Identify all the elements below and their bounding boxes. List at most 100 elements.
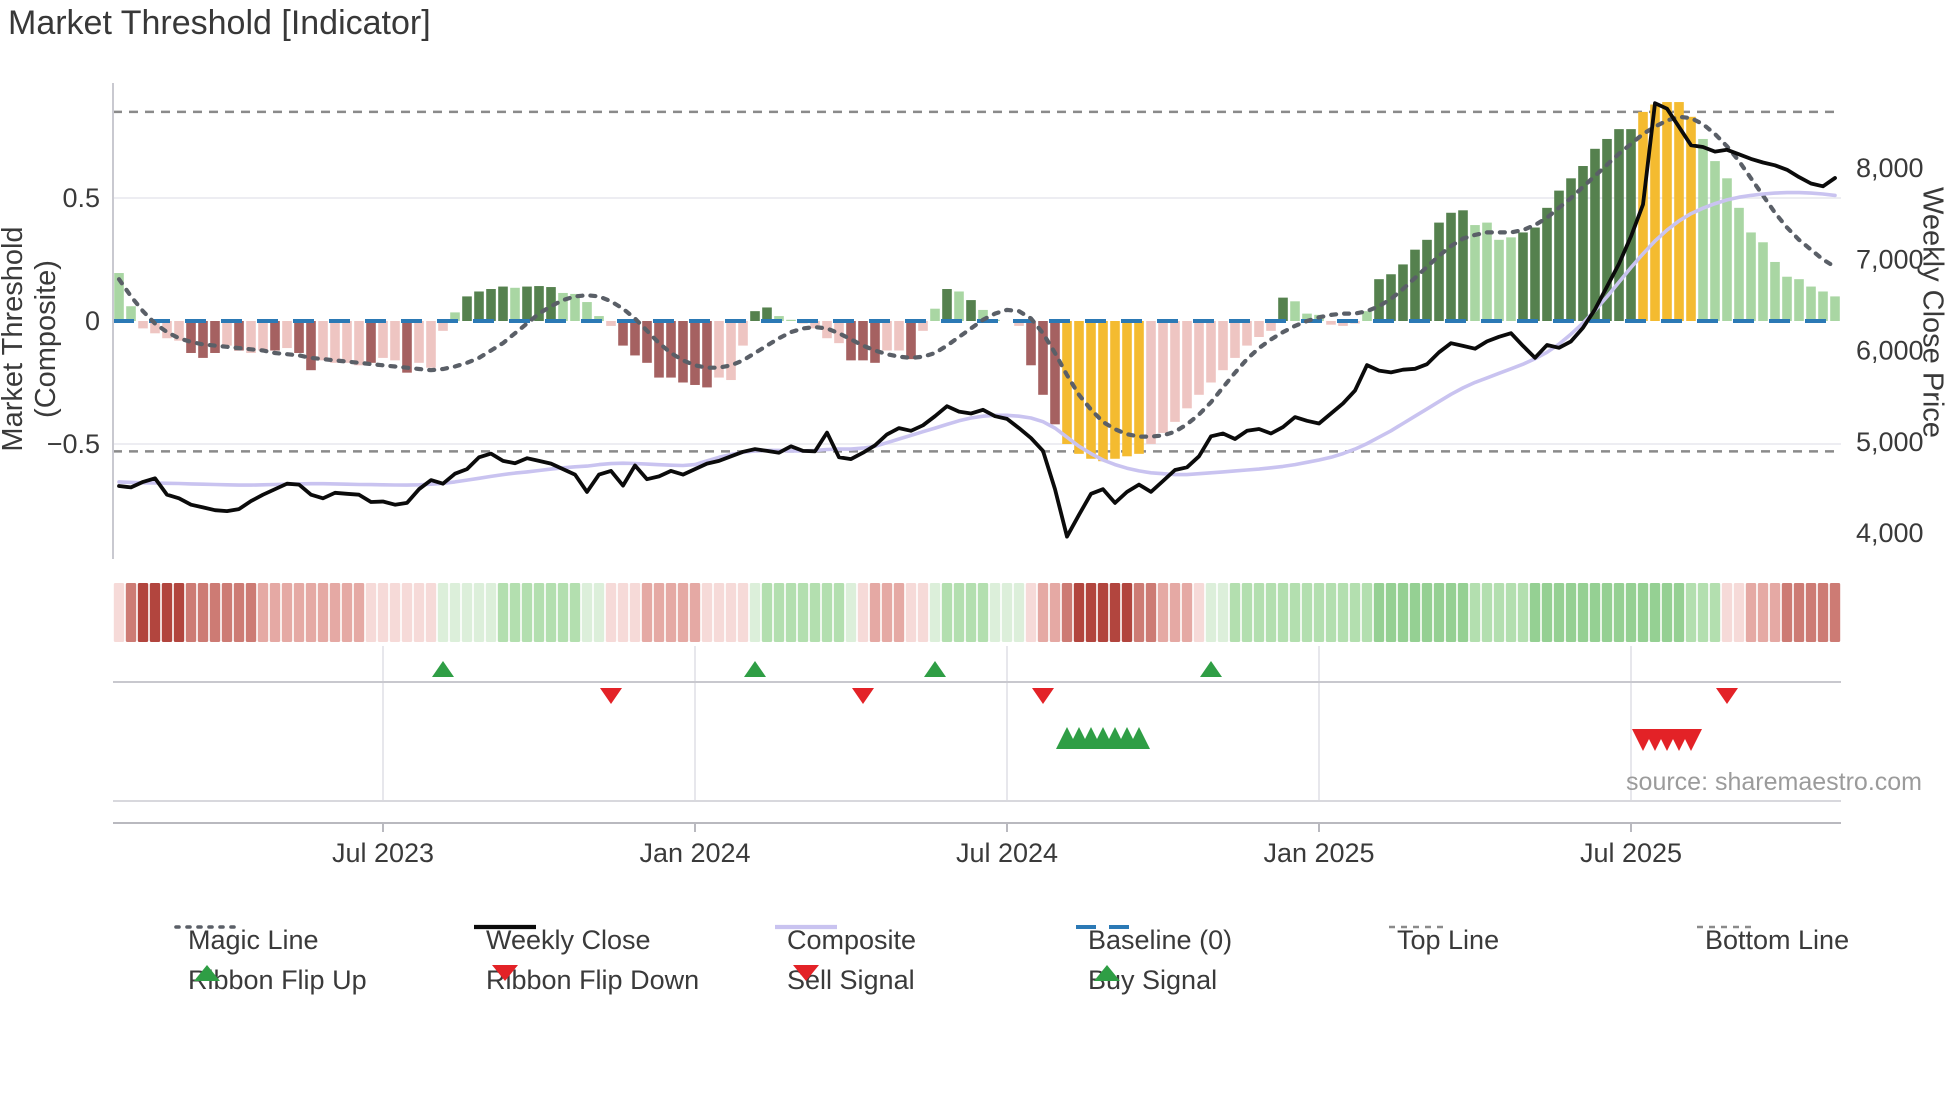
ribbon-cell bbox=[893, 583, 905, 642]
threshold-bar bbox=[258, 321, 268, 351]
threshold-bar bbox=[726, 321, 736, 381]
threshold-bar bbox=[1698, 138, 1708, 321]
threshold-bar bbox=[294, 321, 304, 353]
ribbon-cell bbox=[617, 583, 629, 642]
threshold-bar bbox=[930, 308, 940, 321]
buy-signal-marker bbox=[1128, 727, 1150, 749]
threshold-bar bbox=[894, 321, 904, 351]
ribbon-cell bbox=[1553, 583, 1565, 642]
ribbon-cell bbox=[1637, 583, 1649, 642]
threshold-bar bbox=[1410, 249, 1420, 321]
threshold-bar bbox=[1458, 210, 1468, 321]
threshold-bar bbox=[642, 321, 652, 363]
ribbon-cell bbox=[737, 583, 749, 642]
ribbon-cell bbox=[713, 583, 725, 642]
ribbon-cell bbox=[1061, 583, 1073, 642]
ribbon-cell bbox=[1025, 583, 1037, 642]
threshold-bar bbox=[198, 321, 208, 358]
ribbon-cell bbox=[137, 583, 149, 642]
ribbon-cell bbox=[449, 583, 461, 642]
threshold-bar bbox=[1518, 232, 1528, 321]
ribbon-cell bbox=[1085, 583, 1097, 642]
threshold-bar bbox=[462, 296, 472, 321]
threshold-bar bbox=[1794, 279, 1804, 321]
threshold-bar bbox=[486, 289, 496, 321]
threshold-bar bbox=[714, 321, 724, 378]
threshold-bar bbox=[318, 321, 328, 361]
ribbon-cell bbox=[425, 583, 437, 642]
ribbon-cell bbox=[305, 583, 317, 642]
threshold-bar bbox=[534, 286, 544, 321]
ribbon-cell bbox=[917, 583, 929, 642]
left-tick-label: 0.5 bbox=[62, 183, 100, 213]
threshold-bar bbox=[1374, 279, 1384, 321]
ribbon-cell bbox=[557, 583, 569, 642]
threshold-bar bbox=[702, 321, 712, 388]
ribbon-cell bbox=[1217, 583, 1229, 642]
ribbon-cell bbox=[1805, 583, 1817, 642]
threshold-bar bbox=[678, 321, 688, 383]
threshold-bar bbox=[1554, 190, 1564, 321]
legend-item-sell-signal: Sell Signal bbox=[773, 962, 915, 998]
right-tick-label: 6,000 bbox=[1856, 336, 1924, 366]
ribbon-cell bbox=[1133, 583, 1145, 642]
ribbon-cell bbox=[1253, 583, 1265, 642]
ribbon-cell bbox=[1505, 583, 1517, 642]
ribbon-cell bbox=[1601, 583, 1613, 642]
threshold-bar bbox=[1098, 321, 1108, 462]
threshold-bar bbox=[114, 273, 124, 321]
threshold-bar bbox=[1482, 222, 1492, 321]
ribbon-cell bbox=[977, 583, 989, 642]
ribbon-cell bbox=[233, 583, 245, 642]
ribbon-cell bbox=[1793, 583, 1805, 642]
threshold-bar bbox=[1182, 321, 1192, 409]
ribbon-cell bbox=[629, 583, 641, 642]
threshold-bar bbox=[1650, 104, 1660, 322]
threshold-bar bbox=[222, 321, 232, 346]
legend-item-bottom-line: Bottom Line bbox=[1691, 922, 1849, 958]
ribbon-cell bbox=[545, 583, 557, 642]
threshold-bar bbox=[366, 321, 376, 363]
ribbon-cell bbox=[1373, 583, 1385, 642]
threshold-bar bbox=[1122, 321, 1132, 457]
threshold-bar bbox=[1674, 102, 1684, 321]
threshold-bar bbox=[906, 321, 916, 360]
threshold-bar bbox=[1302, 313, 1312, 321]
threshold-bar bbox=[954, 291, 964, 321]
ribbon-cell bbox=[281, 583, 293, 642]
ribbon-cell bbox=[1697, 583, 1709, 642]
ribbon-cell bbox=[929, 583, 941, 642]
threshold-bar bbox=[174, 321, 184, 341]
threshold-bar bbox=[1038, 321, 1048, 395]
threshold-bar bbox=[1050, 321, 1060, 425]
ribbon-cell bbox=[989, 583, 1001, 642]
threshold-bar bbox=[570, 293, 580, 321]
ribbon-cell bbox=[401, 583, 413, 642]
threshold-bar bbox=[774, 316, 784, 321]
ribbon-cell bbox=[269, 583, 281, 642]
legend-item-baseline-0-: Baseline (0) bbox=[1074, 922, 1232, 958]
legend-item-weekly-close: Weekly Close bbox=[472, 922, 651, 958]
threshold-bar bbox=[1734, 207, 1744, 321]
threshold-bar bbox=[150, 321, 160, 334]
ribbon-cell bbox=[749, 583, 761, 642]
threshold-bar bbox=[1242, 321, 1252, 346]
ribbon-cell bbox=[1301, 583, 1313, 642]
ribbon-cell bbox=[1409, 583, 1421, 642]
ribbon-cell bbox=[1325, 583, 1337, 642]
ribbon-cell bbox=[485, 583, 497, 642]
threshold-bar bbox=[1626, 129, 1636, 321]
threshold-bar bbox=[1062, 321, 1072, 444]
threshold-bar bbox=[1074, 321, 1084, 454]
ribbon-cell bbox=[1205, 583, 1217, 642]
ribbon-cell bbox=[1121, 583, 1133, 642]
ribbon-flip-down-marker bbox=[1032, 688, 1054, 704]
threshold-bar bbox=[618, 321, 628, 346]
threshold-bar bbox=[1398, 264, 1408, 321]
threshold-bar bbox=[1026, 321, 1036, 366]
threshold-bar bbox=[1326, 321, 1336, 325]
threshold-bar bbox=[1758, 242, 1768, 321]
ribbon-cell bbox=[569, 583, 581, 642]
threshold-bar bbox=[1170, 321, 1180, 422]
